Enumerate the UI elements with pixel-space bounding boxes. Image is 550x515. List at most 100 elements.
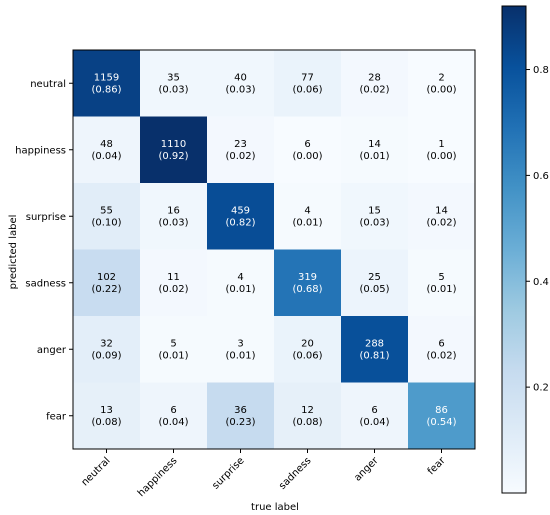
cell-count-label: 102 xyxy=(97,272,116,283)
cell-count-label: 6 xyxy=(170,405,176,416)
matrix-cell xyxy=(274,316,342,383)
cell-labels: 1159(0.86)35(0.03)40(0.03)77(0.06)28(0.0… xyxy=(91,72,456,428)
matrix-cell xyxy=(408,50,476,117)
cell-proportion-label: (0.10) xyxy=(91,217,121,228)
cell-count-label: 11 xyxy=(167,272,180,283)
matrix-cell xyxy=(408,316,476,383)
colorbar-tick-label: 0.2 xyxy=(533,383,549,394)
cell-proportion-label: (0.92) xyxy=(158,151,188,162)
y-tick-label: sadness xyxy=(25,278,66,289)
x-tick-label: happiness xyxy=(136,455,180,499)
matrix-cell xyxy=(408,116,476,184)
x-tick-label: sadness xyxy=(277,455,313,491)
colorbar-tick-label: 0.8 xyxy=(533,65,549,76)
cell-proportion-label: (0.02) xyxy=(359,84,389,95)
cell-count-label: 14 xyxy=(435,205,448,216)
matrix-cell xyxy=(207,382,275,450)
cell-count-label: 14 xyxy=(368,139,381,150)
cell-count-label: 288 xyxy=(365,338,384,349)
cell-proportion-label: (0.00) xyxy=(426,84,456,95)
matrix-cell xyxy=(140,183,208,250)
cell-proportion-label: (0.04) xyxy=(359,417,389,428)
cell-proportion-label: (0.03) xyxy=(359,217,389,228)
cell-count-label: 459 xyxy=(231,205,250,216)
cell-count-label: 86 xyxy=(435,405,448,416)
matrix-cell xyxy=(207,316,275,383)
cell-count-label: 6 xyxy=(304,139,310,150)
cell-count-label: 12 xyxy=(301,405,314,416)
cell-proportion-label: (0.01) xyxy=(158,350,188,361)
matrix-cell xyxy=(274,116,342,184)
cell-proportion-label: (0.01) xyxy=(225,284,255,295)
cell-count-label: 36 xyxy=(234,405,247,416)
y-tick-label: happiness xyxy=(15,145,66,156)
cell-count-label: 15 xyxy=(368,205,381,216)
cell-count-label: 77 xyxy=(301,72,314,83)
matrix-cell xyxy=(341,183,409,250)
cell-count-label: 16 xyxy=(167,205,180,216)
x-tick-label: anger xyxy=(352,455,381,484)
cell-count-label: 48 xyxy=(100,139,113,150)
matrix-cell xyxy=(274,50,342,117)
plot-frame xyxy=(72,49,476,450)
colorbar xyxy=(502,6,526,493)
cell-count-label: 2 xyxy=(438,72,444,83)
matrix-cell xyxy=(73,116,141,184)
cell-proportion-label: (0.04) xyxy=(158,417,188,428)
cell-proportion-label: (0.02) xyxy=(158,284,188,295)
cell-proportion-label: (0.04) xyxy=(91,151,121,162)
matrix-cell xyxy=(341,316,409,383)
cell-proportion-label: (0.02) xyxy=(426,217,456,228)
cell-count-label: 4 xyxy=(304,205,310,216)
x-tick-label: neutral xyxy=(80,455,113,488)
cell-proportion-label: (0.82) xyxy=(225,217,255,228)
matrix-cell xyxy=(73,50,141,117)
x-axis-ticks: neutral happiness surprise sadness anger fear xyxy=(80,449,448,499)
matrix-cell xyxy=(408,382,476,450)
cell-count-label: 5 xyxy=(170,338,176,349)
cell-count-label: 5 xyxy=(438,272,444,283)
cell-count-label: 4 xyxy=(237,272,243,283)
cell-proportion-label: (0.05) xyxy=(359,284,389,295)
cell-proportion-label: (0.54) xyxy=(426,417,456,428)
cell-proportion-label: (0.09) xyxy=(91,350,121,361)
matrix-cell xyxy=(207,50,275,117)
matrix-cell xyxy=(207,183,275,250)
matrix-cell xyxy=(207,249,275,317)
matrix-cell xyxy=(73,382,141,450)
y-axis-ticks: neutral happiness surprise sadness anger fear xyxy=(15,79,73,422)
cell-proportion-label: (0.06) xyxy=(292,84,322,95)
cell-proportion-label: (0.23) xyxy=(225,417,255,428)
x-tick-label: surprise xyxy=(210,455,246,491)
cell-proportion-label: (0.03) xyxy=(225,84,255,95)
cell-count-label: 6 xyxy=(371,405,377,416)
matrix-cell xyxy=(73,249,141,317)
matrix-cell xyxy=(274,183,342,250)
matrix-cell xyxy=(140,116,208,184)
cell-count-label: 6 xyxy=(438,338,444,349)
cell-proportion-label: (0.68) xyxy=(292,284,322,295)
cell-proportion-label: (0.02) xyxy=(225,151,255,162)
matrix-cell xyxy=(140,382,208,450)
cell-count-label: 28 xyxy=(368,72,381,83)
cell-count-label: 55 xyxy=(100,205,113,216)
colorbar-frame xyxy=(501,5,527,494)
y-tick-label: fear xyxy=(46,411,67,422)
matrix-cell xyxy=(408,183,476,250)
cell-count-label: 20 xyxy=(301,338,314,349)
cell-count-label: 1 xyxy=(438,139,444,150)
cell-proportion-label: (0.01) xyxy=(359,151,389,162)
cell-count-label: 13 xyxy=(100,405,113,416)
x-axis-label: true label xyxy=(251,502,299,513)
cell-proportion-label: (0.01) xyxy=(426,284,456,295)
matrix-cell xyxy=(207,116,275,184)
cell-count-label: 319 xyxy=(298,272,317,283)
cell-count-label: 40 xyxy=(234,72,247,83)
matrix-cells xyxy=(73,50,476,450)
cell-proportion-label: (0.22) xyxy=(91,284,121,295)
matrix-cell xyxy=(341,50,409,117)
matrix-cell xyxy=(140,316,208,383)
cell-proportion-label: (0.03) xyxy=(158,84,188,95)
matrix-cell xyxy=(274,382,342,450)
